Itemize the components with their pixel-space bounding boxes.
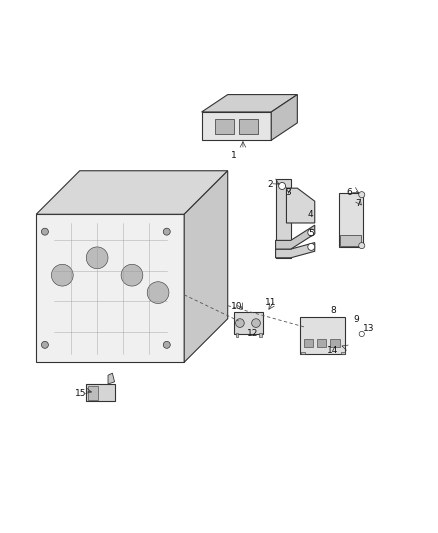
FancyBboxPatch shape — [330, 339, 339, 347]
Circle shape — [279, 182, 286, 189]
Circle shape — [359, 332, 364, 336]
Text: 8: 8 — [330, 306, 336, 316]
Polygon shape — [201, 94, 297, 112]
Polygon shape — [276, 225, 315, 249]
Polygon shape — [276, 180, 291, 258]
FancyBboxPatch shape — [341, 352, 345, 354]
Circle shape — [163, 341, 170, 349]
Circle shape — [236, 319, 244, 327]
FancyBboxPatch shape — [300, 317, 345, 353]
Circle shape — [359, 243, 365, 249]
FancyBboxPatch shape — [236, 333, 238, 337]
Polygon shape — [36, 214, 184, 362]
Text: 10: 10 — [231, 302, 242, 311]
FancyBboxPatch shape — [239, 118, 258, 134]
Circle shape — [163, 228, 170, 235]
Circle shape — [252, 319, 260, 327]
FancyBboxPatch shape — [88, 386, 99, 400]
Circle shape — [308, 244, 315, 251]
Polygon shape — [108, 373, 115, 384]
Circle shape — [147, 282, 169, 303]
FancyBboxPatch shape — [317, 339, 326, 347]
Circle shape — [308, 229, 315, 236]
Text: 14: 14 — [327, 345, 339, 354]
FancyBboxPatch shape — [304, 339, 314, 347]
Text: 1: 1 — [231, 151, 237, 160]
Polygon shape — [271, 94, 297, 140]
FancyBboxPatch shape — [339, 192, 363, 247]
Text: 13: 13 — [364, 324, 375, 333]
Polygon shape — [276, 243, 315, 258]
FancyBboxPatch shape — [86, 384, 115, 401]
Polygon shape — [184, 171, 228, 362]
Circle shape — [42, 228, 48, 235]
FancyBboxPatch shape — [201, 112, 271, 140]
Text: 15: 15 — [75, 389, 86, 398]
Text: 11: 11 — [265, 298, 276, 306]
Text: 12: 12 — [247, 329, 258, 338]
FancyBboxPatch shape — [259, 333, 261, 337]
Polygon shape — [36, 171, 228, 214]
Circle shape — [359, 192, 365, 198]
Polygon shape — [286, 188, 315, 223]
Circle shape — [42, 341, 48, 349]
Text: 3: 3 — [285, 188, 291, 197]
FancyBboxPatch shape — [215, 118, 234, 134]
Text: 9: 9 — [353, 315, 359, 324]
Circle shape — [86, 247, 108, 269]
Text: 5: 5 — [308, 229, 314, 238]
Text: 6: 6 — [347, 188, 353, 197]
Text: 7: 7 — [355, 199, 361, 208]
FancyBboxPatch shape — [234, 312, 262, 334]
Text: 4: 4 — [307, 210, 313, 219]
FancyBboxPatch shape — [301, 352, 305, 354]
Circle shape — [51, 264, 73, 286]
Text: 2: 2 — [268, 180, 273, 189]
FancyBboxPatch shape — [340, 235, 361, 246]
Circle shape — [121, 264, 143, 286]
